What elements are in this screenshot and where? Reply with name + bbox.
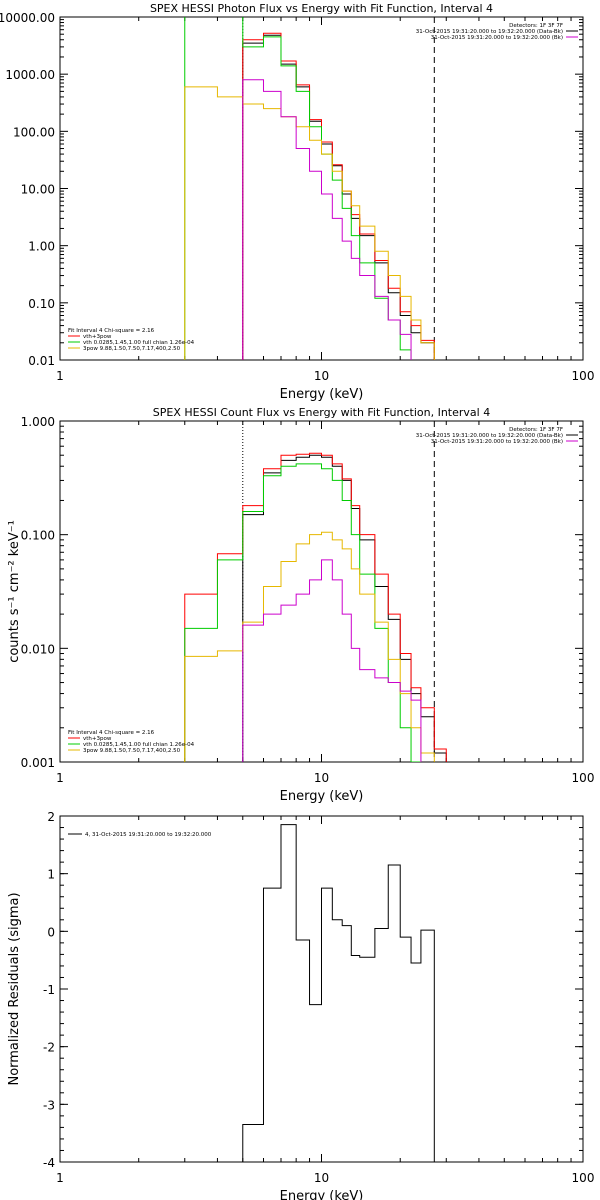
3pow-series-line [184, 86, 435, 360]
bk-series-line [242, 79, 412, 360]
y-axis-label: Normalized Residuals (sigma) [7, 892, 22, 1085]
x-tick-label: 1 [56, 771, 64, 785]
y-tick-label: 10.00 [21, 183, 55, 197]
x-axis-label: Energy (keV) [280, 387, 364, 402]
vth-series-line [184, 17, 422, 360]
plot-frame [59, 420, 584, 763]
data-bk-series-line [242, 34, 435, 360]
y-tick-label: 0.001 [21, 756, 55, 770]
y-tick-label: 0.100 [21, 529, 55, 543]
legend-bottom-entry: 3pow 9.88,1.50,7.50,7.17,400,2.50 [83, 748, 181, 754]
series-group [242, 824, 435, 1162]
x-tick-label: 1 [56, 369, 64, 383]
y-tick-label: 0 [47, 925, 55, 939]
x-tick-label: 1 [56, 1171, 64, 1185]
panel-3 [59, 815, 584, 1163]
x-tick-label: 10 [314, 369, 329, 383]
y-tick-label: 0.010 [21, 642, 55, 656]
legend-bottom-entry: vth+3pow [83, 334, 112, 340]
legend-bottom-entry: vth 0.0285,1.45,1.00 full chian 1.26e-04 [83, 340, 195, 346]
x-tick-label: 100 [572, 1171, 595, 1185]
y-tick-label: 0.10 [28, 297, 55, 311]
legend-bottom-entry: Fit Interval 4 Chi-square = 2.16 [68, 328, 155, 334]
x-axis-label: Energy (keV) [280, 789, 364, 804]
x-tick-label: 100 [572, 369, 595, 383]
series-group [184, 452, 447, 762]
3pow-series-line [184, 531, 447, 762]
panel-1 [59, 16, 584, 361]
data-bk-series-line [242, 454, 447, 762]
chart-title: SPEX HESSI Count Flux vs Energy with Fit… [153, 406, 490, 419]
legend-top-entry: 31-Oct-2015 19:31:20.000 to 19:32:20.000… [431, 439, 563, 445]
vth-series-line [184, 463, 421, 762]
y-axis-label: counts s⁻¹ cm⁻² keV⁻¹ [7, 520, 22, 663]
y-tick-label: 2 [47, 810, 55, 824]
x-axis-label: Energy (keV) [280, 1189, 364, 1200]
y-tick-label: 1000.00 [5, 68, 55, 82]
panel-2 [59, 420, 584, 763]
x-tick-label: 10 [314, 771, 329, 785]
x-tick-label: 10 [314, 1171, 329, 1185]
legend-top-entry: 31-Oct-2015 19:31:20.000 to 19:32:20.000… [416, 29, 563, 35]
y-tick-label: -3 [43, 1098, 55, 1112]
legend-bottom-entry: Fit Interval 4 Chi-square = 2.16 [68, 730, 155, 736]
y-tick-label: -4 [43, 1156, 55, 1170]
legend-top-entry: Detectors: 1F 3F 7F [509, 23, 563, 29]
bk-series-line [242, 559, 422, 762]
y-tick-label: 1.00 [28, 240, 55, 254]
legend-entry: 4, 31-Oct-2015 19:31:20.000 to 19:32:20.… [85, 832, 212, 838]
y-tick-label: 100.00 [13, 125, 55, 139]
vth-3pow-series-line [184, 452, 447, 762]
legend-top-entry: Detectors: 1F 3F 7F [509, 427, 563, 433]
y-tick-label: 1.000 [21, 415, 55, 429]
legend-top-entry: 31-Oct-2015 19:31:20.000 to 19:32:20.000… [416, 433, 563, 439]
residuals-series-line [242, 824, 435, 1162]
x-tick-label: 100 [572, 771, 595, 785]
series-group [184, 17, 435, 360]
legend-bottom-entry: 3pow 9.88,1.50,7.50,7.17,400,2.50 [83, 346, 181, 352]
y-tick-label: -1 [43, 983, 55, 997]
legend-bottom-entry: vth 0.0285,1.45,1.00 full chian 1.26e-04 [83, 742, 195, 748]
y-tick-label: 10000.00 [0, 11, 55, 25]
legend-bottom-entry: vth+3pow [83, 736, 112, 742]
legend-top-entry: 31-Oct-2015 19:31:20.000 to 19:32:20.000… [431, 35, 563, 41]
y-tick-label: 0.01 [28, 354, 55, 368]
chart-title: SPEX HESSI Photon Flux vs Energy with Fi… [150, 2, 493, 15]
y-tick-label: 1 [47, 868, 55, 882]
vth-3pow-series-line [242, 32, 435, 360]
y-tick-label: -2 [43, 1041, 55, 1055]
